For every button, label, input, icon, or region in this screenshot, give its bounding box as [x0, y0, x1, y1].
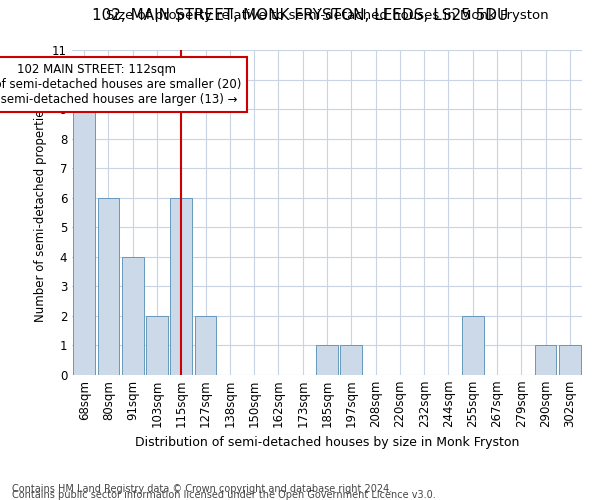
Bar [340, 346, 362, 375]
Y-axis label: Number of semi-detached properties: Number of semi-detached properties [34, 103, 47, 322]
Bar [559, 346, 581, 375]
Bar [122, 257, 143, 375]
Bar [535, 346, 556, 375]
Bar [97, 198, 119, 375]
X-axis label: Distribution of semi-detached houses by size in Monk Fryston: Distribution of semi-detached houses by … [135, 436, 519, 449]
Text: 102, MAIN STREET, MONK FRYSTON, LEEDS, LS25 5DU: 102, MAIN STREET, MONK FRYSTON, LEEDS, L… [92, 8, 508, 22]
Text: 102 MAIN STREET: 112sqm
← 61% of semi-detached houses are smaller (20)
39% of se: 102 MAIN STREET: 112sqm ← 61% of semi-de… [0, 64, 241, 106]
Bar [73, 109, 95, 375]
Bar [170, 198, 192, 375]
Bar [462, 316, 484, 375]
Text: Contains HM Land Registry data © Crown copyright and database right 2024.: Contains HM Land Registry data © Crown c… [12, 484, 392, 494]
Text: Contains public sector information licensed under the Open Government Licence v3: Contains public sector information licen… [12, 490, 436, 500]
Title: Size of property relative to semi-detached houses in Monk Fryston: Size of property relative to semi-detach… [106, 10, 548, 22]
Bar [146, 316, 168, 375]
Bar [316, 346, 338, 375]
Bar [194, 316, 217, 375]
